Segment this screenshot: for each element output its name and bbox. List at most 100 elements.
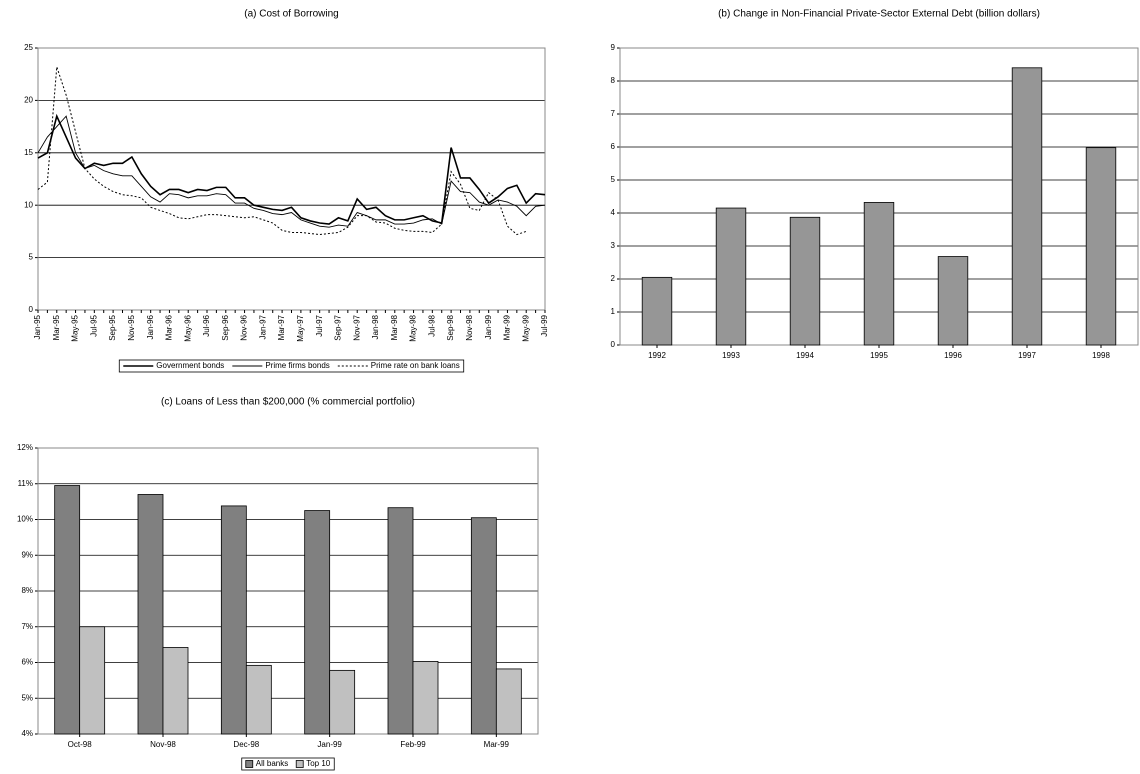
x-tick-label: Mar-97 xyxy=(277,314,286,340)
bar xyxy=(412,661,439,735)
y-tick-label: 2 xyxy=(611,274,616,283)
x-tick-label: 1995 xyxy=(870,351,888,360)
y-tick-label: 0 xyxy=(611,340,616,349)
bar xyxy=(789,216,821,346)
x-tick-label: May-97 xyxy=(296,314,305,341)
x-tick-label: Jan-99 xyxy=(317,740,342,749)
bar xyxy=(470,517,497,735)
y-tick-label: 8 xyxy=(611,76,616,85)
y-tick-label: 15 xyxy=(24,148,33,157)
x-tick-label: Mar-99 xyxy=(503,314,512,340)
y-tick-label: 12% xyxy=(17,443,33,452)
y-tick-label: 9% xyxy=(21,550,33,559)
line-series xyxy=(37,113,546,225)
x-tick-label: Jul-97 xyxy=(315,314,324,336)
x-tick-label: Nov-98 xyxy=(465,314,474,340)
x-tick-label: 1992 xyxy=(648,351,666,360)
bar xyxy=(1085,147,1117,346)
chart-title: (c) Loans of Less than $200,000 (% comme… xyxy=(161,397,415,408)
x-tick-label: Sep-98 xyxy=(446,314,455,340)
x-tick-label: Nov-97 xyxy=(352,314,361,340)
x-tick-label: 1993 xyxy=(722,351,740,360)
chart-title: (a) Cost of Borrowing xyxy=(244,9,338,20)
y-tick-label: 5 xyxy=(611,175,616,184)
x-tick-label: Nov-98 xyxy=(150,740,176,749)
x-tick-label: May-99 xyxy=(521,314,530,341)
y-tick-label: 7% xyxy=(21,622,33,631)
legend-box xyxy=(118,359,465,373)
legend-label: All banks xyxy=(256,759,288,768)
y-tick-label: 25 xyxy=(24,43,33,52)
y-tick-label: 6% xyxy=(21,658,33,667)
x-tick-label: Jul-98 xyxy=(427,314,436,336)
plot-area xyxy=(37,47,546,311)
legend-label: Government bonds xyxy=(156,361,224,370)
x-tick-label: Sep-97 xyxy=(334,314,343,340)
bar xyxy=(137,494,164,735)
x-tick-label: Nov-96 xyxy=(240,314,249,340)
bar xyxy=(863,202,895,346)
x-tick-label: Jan-95 xyxy=(33,314,42,339)
bar xyxy=(329,669,356,735)
line-series xyxy=(37,66,527,236)
x-tick-label: Jul-99 xyxy=(540,314,549,336)
line-series xyxy=(37,115,546,228)
x-tick-label: 1997 xyxy=(1018,351,1036,360)
y-tick-label: 10 xyxy=(24,200,33,209)
legend-box xyxy=(241,757,335,771)
x-tick-label: Sep-96 xyxy=(221,314,230,340)
y-tick-label: 6 xyxy=(611,142,616,151)
x-tick-label: Jan-97 xyxy=(258,314,267,339)
chart-title: (b) Change in Non-Financial Private-Sect… xyxy=(718,9,1040,20)
bar xyxy=(79,626,106,735)
bar xyxy=(715,207,747,346)
x-tick-label: May-98 xyxy=(409,314,418,341)
y-tick-label: 1 xyxy=(611,307,616,316)
y-tick-label: 4% xyxy=(21,729,33,738)
x-tick-label: May-96 xyxy=(183,314,192,341)
x-tick-label: Jan-98 xyxy=(371,314,380,339)
x-tick-label: Jan-96 xyxy=(146,314,155,339)
legend-label: Prime rate on bank loans xyxy=(371,361,460,370)
bar xyxy=(304,510,331,735)
bar xyxy=(220,505,247,735)
legend-swatch xyxy=(295,760,304,768)
plot-area xyxy=(37,447,539,735)
y-tick-label: 5% xyxy=(21,693,33,702)
y-tick-label: 0 xyxy=(29,305,34,314)
x-tick-label: Jul-96 xyxy=(202,314,211,336)
x-tick-label: 1998 xyxy=(1092,351,1110,360)
y-tick-label: 8% xyxy=(21,586,33,595)
bar xyxy=(162,647,189,735)
x-tick-label: 1994 xyxy=(796,351,814,360)
x-tick-label: 1996 xyxy=(944,351,962,360)
x-tick-label: Mar-98 xyxy=(390,314,399,340)
y-tick-label: 10% xyxy=(17,515,33,524)
x-tick-label: Feb-99 xyxy=(400,740,426,749)
x-tick-label: Mar-99 xyxy=(484,740,510,749)
x-tick-label: Mar-96 xyxy=(165,314,174,340)
bar xyxy=(1011,67,1043,346)
y-tick-label: 7 xyxy=(611,109,616,118)
bar xyxy=(245,664,272,735)
legend-label: Prime firms bonds xyxy=(265,361,329,370)
y-tick-label: 9 xyxy=(611,43,616,52)
x-tick-label: Sep-95 xyxy=(108,314,117,340)
legend-label: Top 10 xyxy=(306,759,331,768)
x-tick-label: Nov-95 xyxy=(127,314,136,340)
bar xyxy=(54,485,81,735)
x-tick-label: Jan-99 xyxy=(484,314,493,339)
bar xyxy=(641,276,673,346)
x-tick-label: Jul-95 xyxy=(89,314,98,336)
x-tick-label: Oct-98 xyxy=(68,740,93,749)
y-tick-label: 5 xyxy=(29,253,34,262)
bar xyxy=(937,256,969,346)
y-tick-label: 11% xyxy=(18,479,33,488)
legend-swatch xyxy=(245,760,254,768)
y-tick-label: 3 xyxy=(611,241,616,250)
y-tick-label: 20 xyxy=(24,96,33,105)
x-tick-label: Mar-95 xyxy=(52,314,61,340)
bar xyxy=(387,507,414,735)
x-tick-label: Dec-98 xyxy=(233,740,259,749)
